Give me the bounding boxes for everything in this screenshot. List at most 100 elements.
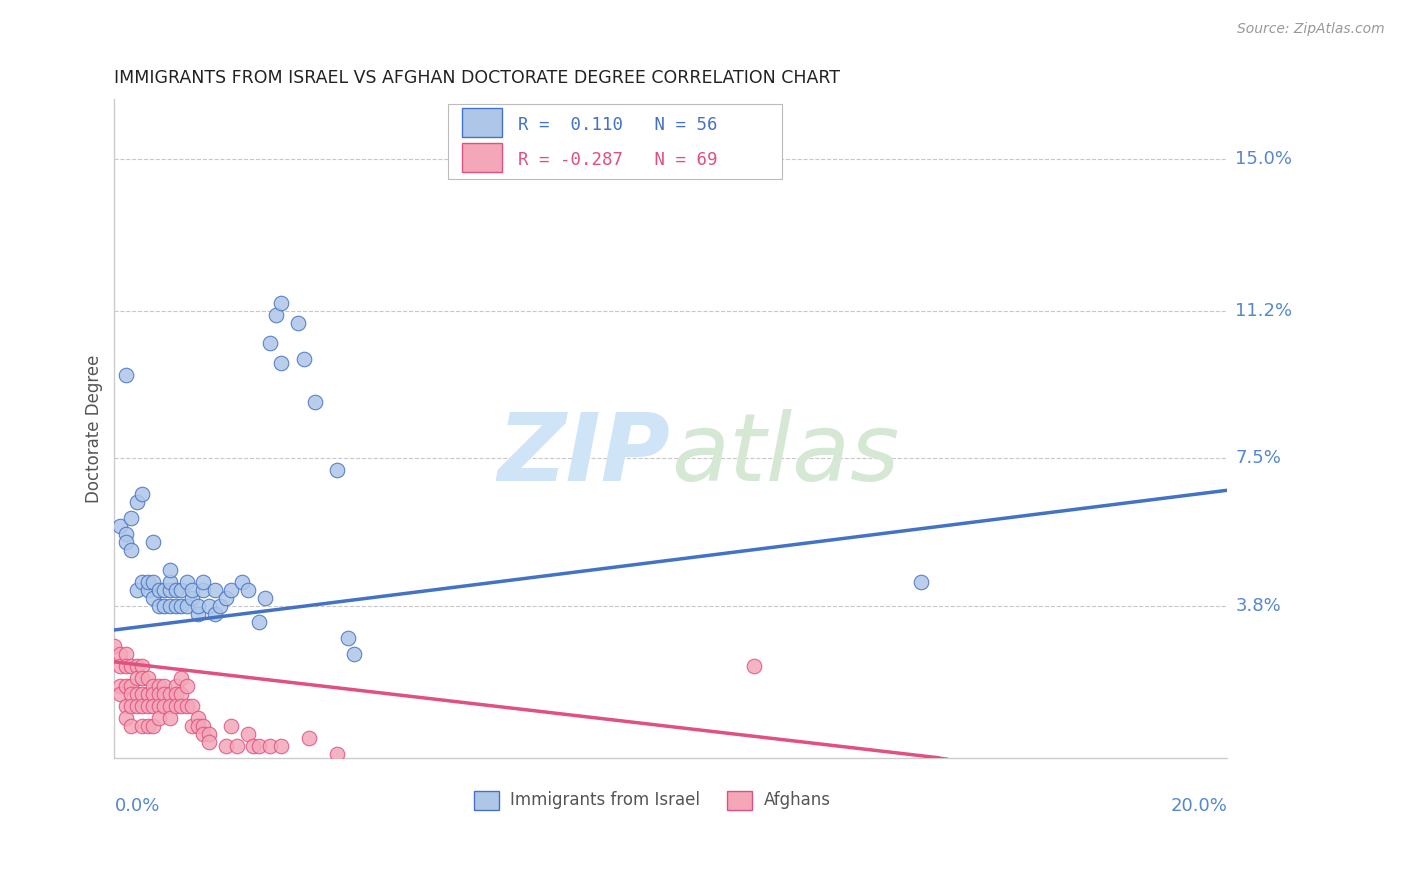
Point — [131, 487, 153, 501]
Point — [165, 687, 187, 701]
Point — [181, 591, 204, 605]
Point — [165, 698, 187, 713]
Text: 15.0%: 15.0% — [1236, 150, 1292, 168]
Text: Afghans: Afghans — [763, 791, 831, 809]
Text: 20.0%: 20.0% — [1170, 797, 1227, 814]
Point — [236, 727, 259, 741]
Point — [136, 671, 159, 685]
Point — [193, 719, 215, 733]
Point — [125, 495, 148, 509]
Point — [131, 687, 153, 701]
Point — [159, 711, 181, 725]
Point — [142, 575, 165, 590]
Point — [910, 575, 932, 590]
Point — [108, 679, 131, 693]
Text: R =  0.110   N = 56: R = 0.110 N = 56 — [519, 116, 718, 134]
Point — [114, 679, 136, 693]
Point — [114, 711, 136, 725]
Point — [136, 575, 159, 590]
Point — [170, 687, 193, 701]
Point — [108, 659, 131, 673]
Point — [103, 639, 125, 653]
Point — [114, 659, 136, 673]
Point — [142, 535, 165, 549]
Text: R = -0.287   N = 69: R = -0.287 N = 69 — [519, 151, 718, 169]
Point — [131, 575, 153, 590]
Point — [215, 591, 238, 605]
Point — [176, 679, 198, 693]
Point — [120, 511, 142, 525]
Text: 7.5%: 7.5% — [1236, 450, 1281, 467]
Point — [170, 698, 193, 713]
Point — [142, 591, 165, 605]
Point — [270, 739, 292, 753]
Point — [247, 615, 270, 629]
Point — [298, 731, 321, 745]
Point — [165, 582, 187, 597]
Point — [148, 698, 170, 713]
Point — [131, 719, 153, 733]
Point — [159, 698, 181, 713]
Point — [187, 711, 209, 725]
Point — [198, 599, 221, 613]
Point — [136, 719, 159, 733]
Point — [120, 687, 142, 701]
Point — [287, 316, 309, 330]
Text: atlas: atlas — [671, 409, 898, 500]
Point — [193, 727, 215, 741]
Point — [114, 535, 136, 549]
Point — [292, 351, 315, 366]
Point — [153, 582, 176, 597]
Point — [136, 687, 159, 701]
Text: ZIP: ZIP — [498, 409, 671, 500]
Point — [120, 679, 142, 693]
Point — [114, 647, 136, 661]
Point — [153, 687, 176, 701]
Point — [253, 591, 276, 605]
Point — [264, 308, 287, 322]
Point — [215, 739, 238, 753]
Point — [125, 659, 148, 673]
Point — [120, 659, 142, 673]
Point — [120, 719, 142, 733]
Point — [176, 599, 198, 613]
Point — [136, 698, 159, 713]
Point — [125, 698, 148, 713]
Point — [159, 687, 181, 701]
Point — [304, 395, 326, 409]
Point — [159, 582, 181, 597]
Point — [247, 739, 270, 753]
Point — [159, 575, 181, 590]
Text: Source: ZipAtlas.com: Source: ZipAtlas.com — [1237, 22, 1385, 37]
Point — [136, 582, 159, 597]
Point — [187, 607, 209, 621]
Point — [259, 335, 281, 350]
Point — [148, 582, 170, 597]
Point — [165, 599, 187, 613]
Point — [187, 719, 209, 733]
Point — [176, 575, 198, 590]
Point — [120, 698, 142, 713]
Point — [337, 631, 360, 645]
Point — [142, 719, 165, 733]
Point — [742, 659, 765, 673]
Point — [259, 739, 281, 753]
Text: 3.8%: 3.8% — [1236, 597, 1281, 615]
Point — [114, 698, 136, 713]
Point — [114, 527, 136, 541]
Point — [148, 711, 170, 725]
Point — [225, 739, 247, 753]
Point — [142, 698, 165, 713]
Point — [125, 687, 148, 701]
Point — [181, 582, 204, 597]
Point — [159, 563, 181, 577]
Point — [125, 671, 148, 685]
Point — [131, 671, 153, 685]
Text: 11.2%: 11.2% — [1236, 301, 1292, 319]
Point — [198, 735, 221, 749]
Point — [236, 582, 259, 597]
Point — [114, 368, 136, 382]
Point — [326, 747, 349, 761]
Point — [193, 575, 215, 590]
Point — [181, 698, 204, 713]
